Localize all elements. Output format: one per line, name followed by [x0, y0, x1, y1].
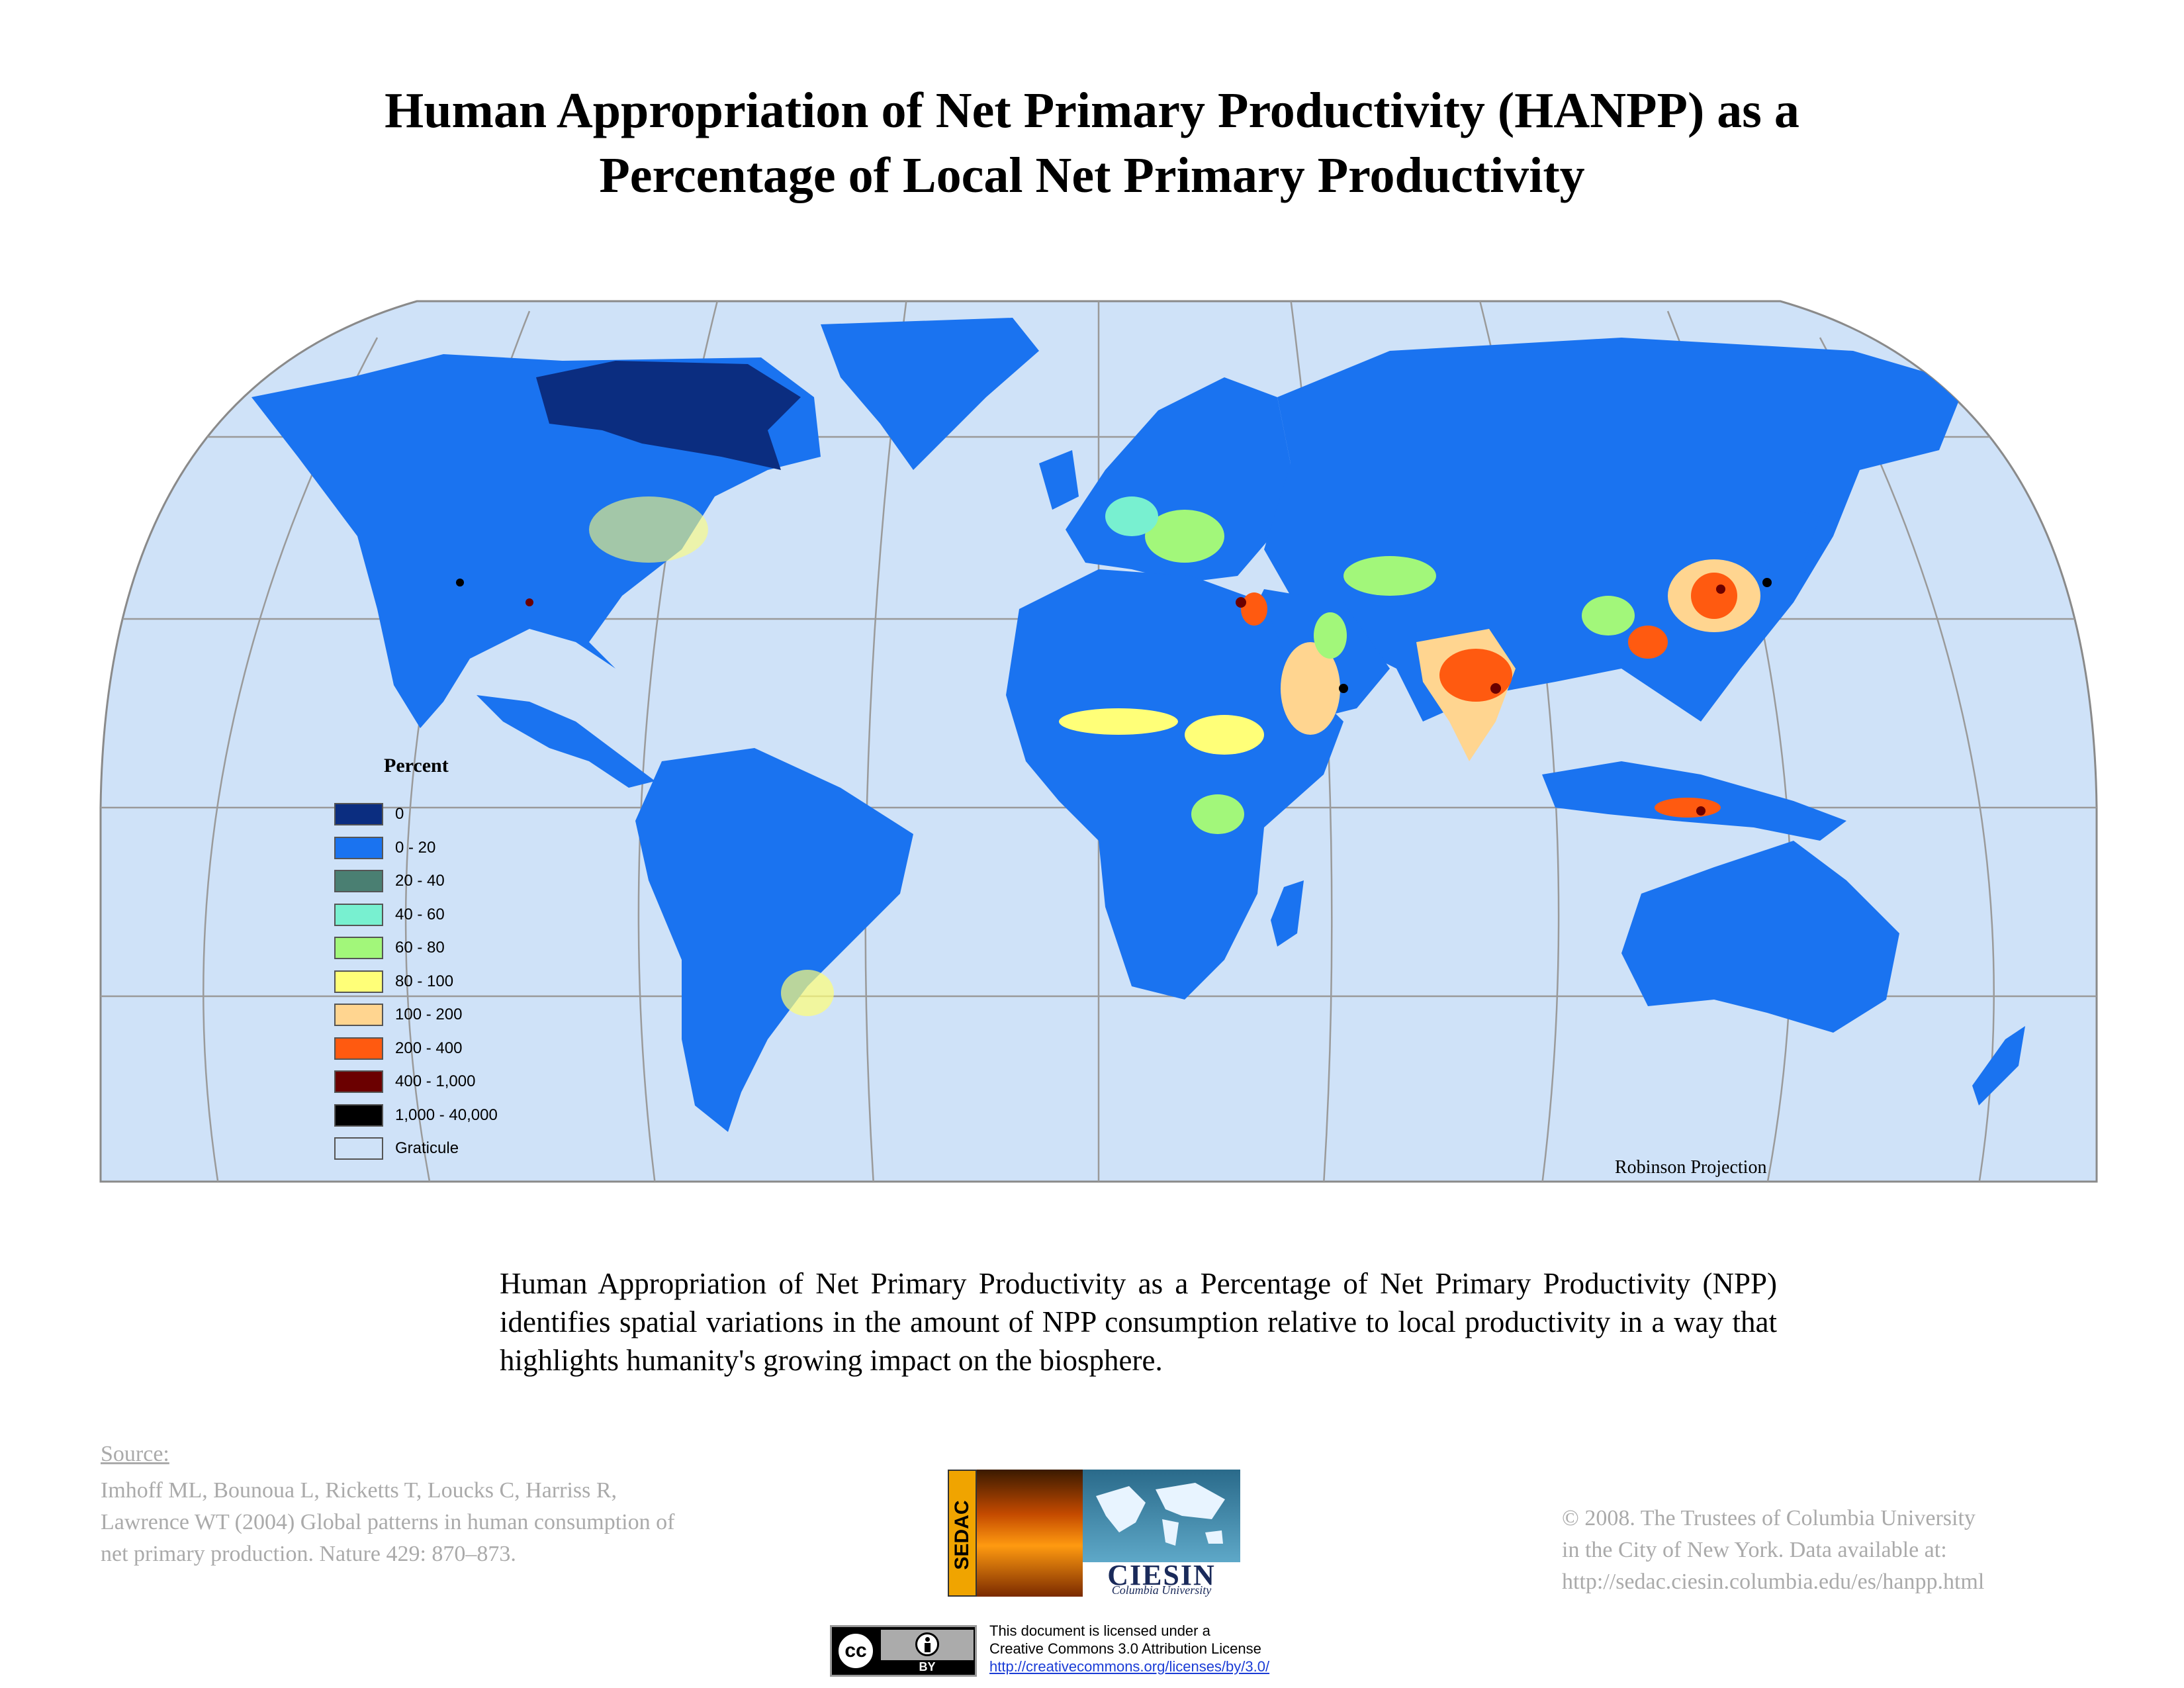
- copyright-line-1: © 2008. The Trustees of Columbia Univers…: [1562, 1506, 1976, 1530]
- world-map: [99, 300, 2098, 1183]
- legend-item: 100 - 200: [334, 1003, 462, 1027]
- africa: [1006, 569, 1343, 1000]
- legend-swatch: [334, 1004, 383, 1026]
- ciesin-wordmark: CIESIN Columbia University: [1083, 1559, 1240, 1597]
- legend-label: 80 - 100: [395, 972, 454, 990]
- arctic-canada: [536, 361, 801, 470]
- legend-item: 400 - 1,000: [334, 1070, 475, 1094]
- legend-swatch: [334, 870, 383, 892]
- legend-swatch: [334, 1070, 383, 1093]
- map-title-line-2: Percentage of Local Net Primary Producti…: [599, 148, 1585, 203]
- legend-item: Graticule: [334, 1137, 459, 1160]
- japan: [1767, 510, 1820, 589]
- legend-label: 0 - 20: [395, 838, 436, 857]
- sedac-ciesin-logo: SEDAC CIESIN Columbia University: [948, 1470, 1240, 1597]
- asia: [1264, 338, 1966, 722]
- legend-swatch: [334, 903, 383, 926]
- new-zealand: [1972, 1026, 2025, 1105]
- legend-item: 200 - 400: [334, 1037, 462, 1060]
- source-heading: Source:: [101, 1442, 169, 1466]
- by-icon-panel: [881, 1630, 974, 1660]
- license-text: This document is licensed under a Creati…: [989, 1622, 1269, 1675]
- legend-label: 60 - 80: [395, 939, 445, 957]
- greenland: [821, 318, 1039, 470]
- legend-swatch: [334, 970, 383, 993]
- license-line-2: Creative Commons 3.0 Attribution License: [989, 1640, 1261, 1657]
- legend-label: 40 - 60: [395, 905, 445, 923]
- ciesin-logo-text: CIESIN: [1107, 1559, 1216, 1591]
- world-silhouette-icon: [1096, 1483, 1225, 1546]
- map-description: Human Appropriation of Net Primary Produ…: [500, 1267, 1777, 1377]
- sedac-logo-text: SEDAC: [951, 1500, 973, 1570]
- legend-swatch: [334, 803, 383, 825]
- legend-swatch: [334, 1103, 383, 1127]
- legend-label: Graticule: [395, 1139, 459, 1157]
- legend-item: 20 - 40: [334, 869, 445, 893]
- legend-item: 0 - 20: [334, 836, 435, 860]
- copyright-data-url[interactable]: http://sedac.ciesin.columbia.edu/es/hanp…: [1562, 1570, 1985, 1594]
- hanpp-hotspots: [456, 496, 1772, 1016]
- legend-item: 60 - 80: [334, 936, 445, 960]
- attribution-person-icon: [915, 1632, 939, 1656]
- sedac-sunset-image: [977, 1470, 1083, 1597]
- map-title: Human Appropriation of Net Primary Produ…: [0, 78, 2184, 208]
- ciesin-logo-subtext: Columbia University: [1111, 1583, 1212, 1597]
- madagascar: [1271, 880, 1304, 947]
- legend-item: 0: [334, 802, 404, 826]
- source-citation: Imhoff ML, Bounoua L, Ricketts T, Loucks…: [101, 1478, 675, 1566]
- ciesin-globe-image: [1083, 1470, 1240, 1562]
- projection-label: Robinson Projection: [1615, 1157, 1767, 1178]
- legend-label: 100 - 200: [395, 1006, 463, 1023]
- cc-license-badge[interactable]: cc BY: [830, 1625, 977, 1677]
- license-link[interactable]: http://creativecommons.org/licenses/by/3…: [989, 1658, 1270, 1675]
- legend-title: Percent: [384, 755, 449, 776]
- license-line-1: This document is licensed under a: [989, 1622, 1210, 1639]
- continents: [251, 318, 2025, 1132]
- legend-item: 40 - 60: [334, 903, 445, 927]
- legend-label: 200 - 400: [395, 1039, 463, 1057]
- legend-swatch: [334, 937, 383, 959]
- legend-label: 20 - 40: [395, 872, 445, 890]
- map-title-line-1: Human Appropriation of Net Primary Produ…: [385, 83, 1799, 138]
- sedac-logo-bar: SEDAC: [948, 1470, 977, 1597]
- cc-icon: cc: [836, 1631, 876, 1671]
- copyright-line-2: in the City of New York. Data available …: [1562, 1538, 1947, 1562]
- legend-swatch: [334, 1037, 383, 1060]
- legend-item: 80 - 100: [334, 970, 453, 994]
- british-isles: [1039, 450, 1079, 510]
- legend-label: 0: [395, 805, 404, 823]
- by-label: BY: [919, 1660, 936, 1673]
- south-america: [635, 748, 913, 1132]
- legend-label: 1,000 - 40,000: [395, 1105, 498, 1124]
- legend-item: 1,000 - 40,000: [334, 1103, 498, 1127]
- legend-swatch: [334, 1137, 383, 1160]
- legend-label: 400 - 1,000: [395, 1072, 476, 1090]
- central-america: [477, 695, 655, 788]
- legend-swatch: [334, 836, 383, 859]
- australia: [1621, 841, 1899, 1033]
- copyright-notice: © 2008. The Trustees of Columbia Univers…: [1562, 1503, 2171, 1598]
